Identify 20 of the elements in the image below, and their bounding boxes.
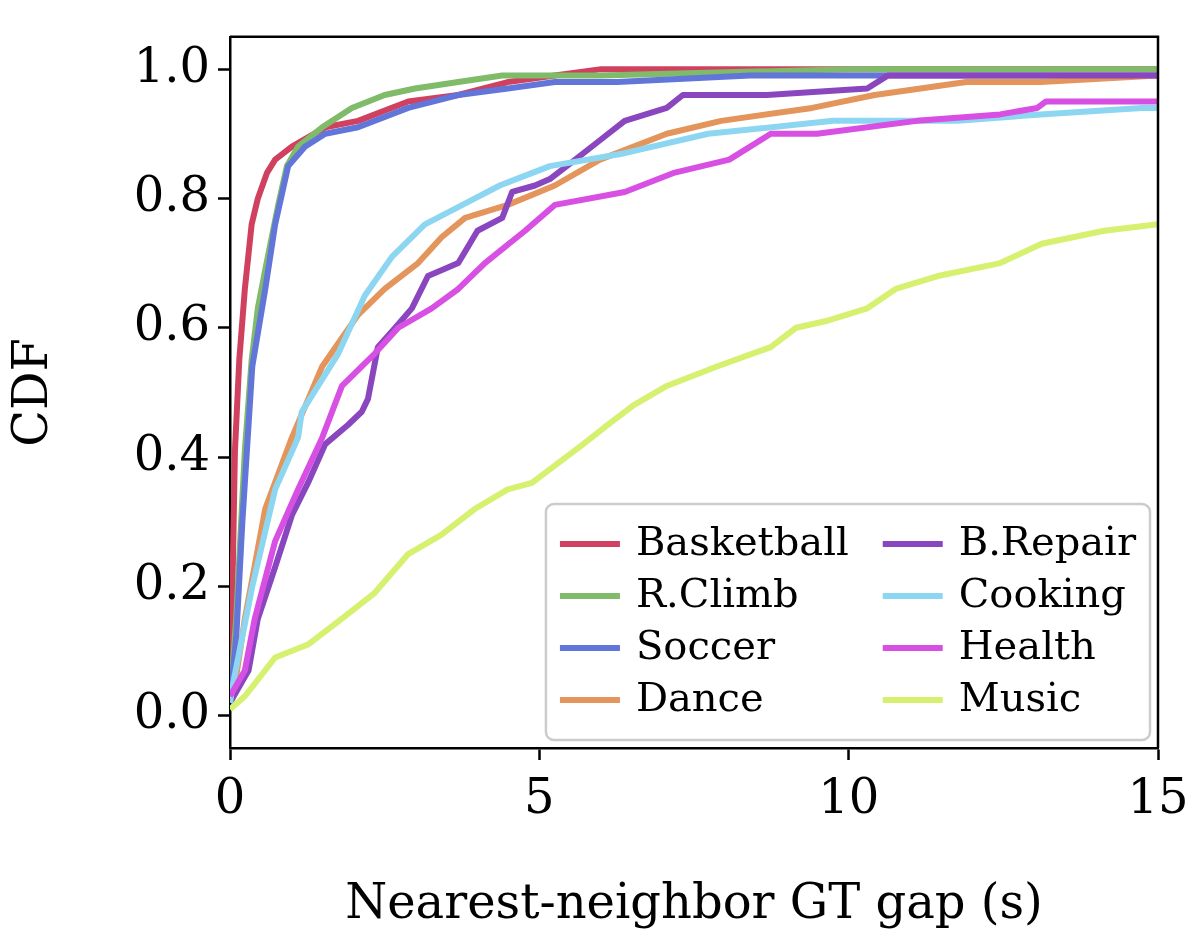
legend-label: B.Repair xyxy=(958,518,1137,565)
legend-label: Soccer xyxy=(635,622,776,669)
y-tick-label: 0.0 xyxy=(133,683,210,740)
x-tick-label: 0 xyxy=(214,768,246,825)
x-tick-label: 5 xyxy=(524,768,555,825)
y-tick-label: 0.2 xyxy=(133,553,210,610)
y-axis-title: CDF xyxy=(2,338,59,447)
x-tick-label: 10 xyxy=(818,768,880,825)
y-tick-label: 0.4 xyxy=(133,424,210,481)
legend-label: Health xyxy=(958,622,1096,669)
y-tick-label: 1.0 xyxy=(133,36,210,93)
legend-label: Music xyxy=(958,674,1082,721)
y-tick-label: 0.8 xyxy=(133,165,210,222)
legend-label: R.Climb xyxy=(635,570,799,617)
legend-label: Cooking xyxy=(958,570,1126,617)
legend-label: Dance xyxy=(635,674,764,721)
y-tick-label: 0.6 xyxy=(133,295,210,352)
x-axis-title: Nearest-neighbor GT gap (s) xyxy=(345,872,1043,929)
legend-label: Basketball xyxy=(635,518,849,565)
x-tick-label: 15 xyxy=(1127,768,1189,825)
